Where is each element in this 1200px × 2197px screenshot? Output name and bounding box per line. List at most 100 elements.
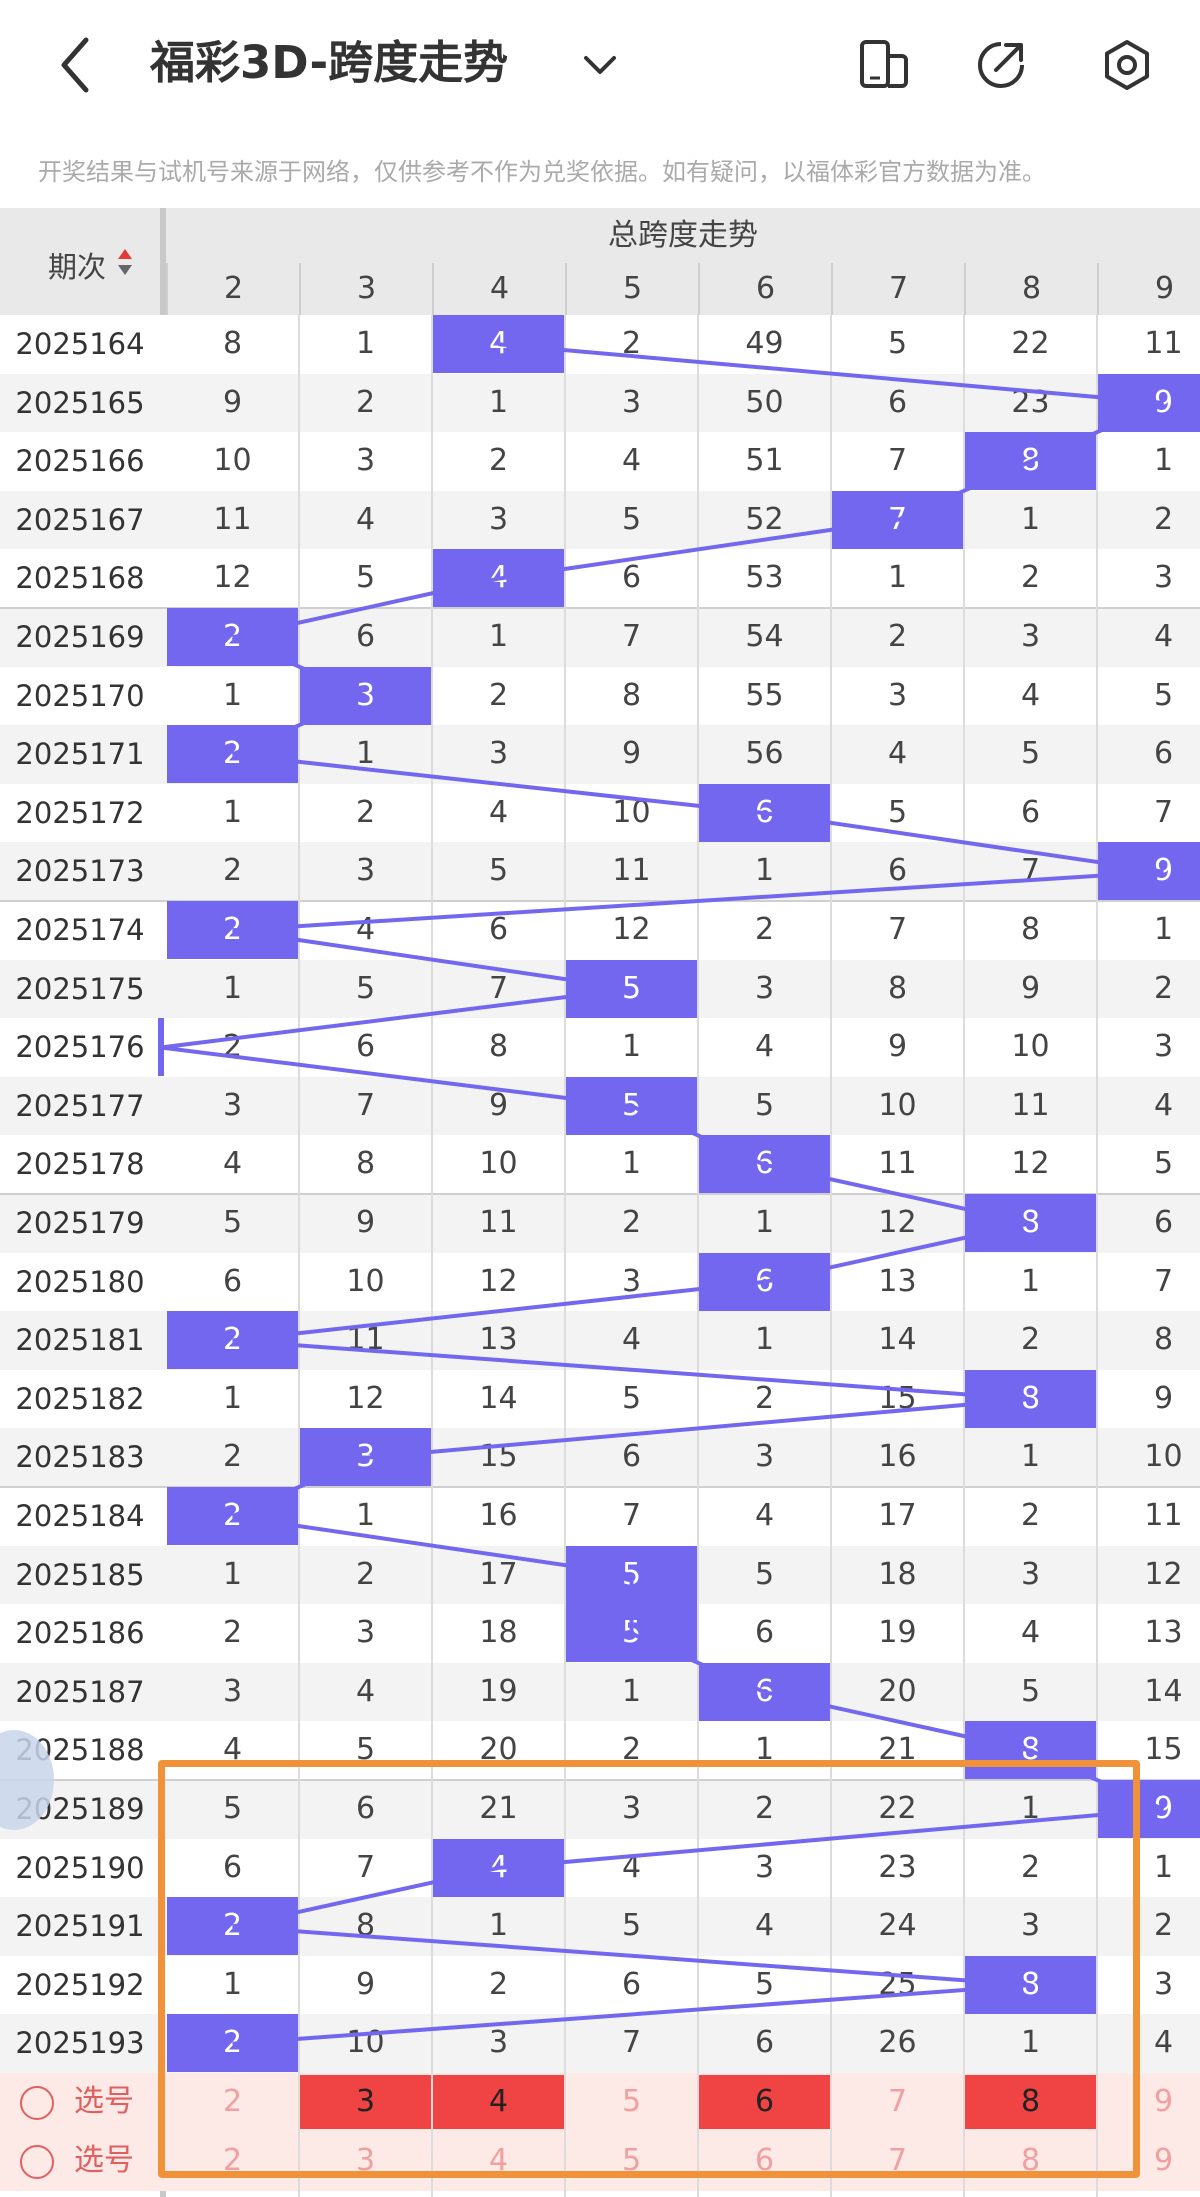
trend-cell: 3 [222, 1087, 243, 1123]
trend-cell: 1 [222, 794, 243, 830]
trend-cell: 5 [1020, 736, 1041, 772]
trend-cell: 11 [612, 853, 651, 889]
trend-cell: 9 [222, 384, 243, 420]
pick-number[interactable]: 5 [621, 2084, 642, 2119]
trend-cell: 5 [621, 1908, 642, 1944]
trend-cell: 2 [1020, 560, 1041, 596]
trend-cell: 1 [1020, 501, 1041, 537]
trend-cell: 8 [1153, 1322, 1174, 1358]
trend-cell: 15 [1144, 1732, 1183, 1768]
trend-cell: 9 [621, 736, 642, 772]
fold-screen-icon[interactable] [856, 38, 910, 92]
settings-icon[interactable] [1100, 38, 1154, 92]
trend-cell: 21 [479, 1791, 518, 1826]
pick-row-text: 选号 [74, 2142, 134, 2178]
pick-number[interactable]: 3 [355, 2142, 376, 2178]
period-cell: 2025167 [15, 502, 145, 537]
period-header[interactable]: 期次 [0, 208, 160, 315]
pick-number[interactable]: 2 [222, 2142, 243, 2178]
trend-hit-cell: 4 [433, 315, 564, 373]
column-header-9: 9 [1097, 263, 1200, 315]
trend-hit-cell: 8 [965, 1194, 1096, 1252]
trend-cell: 2 [754, 1791, 775, 1826]
pick-number[interactable]: 8 [1020, 2142, 1041, 2178]
pick-number[interactable]: 7 [887, 2142, 908, 2178]
trend-cell: 8 [488, 1029, 509, 1065]
trend-cell: 2 [488, 443, 509, 479]
trend-cell: 2 [355, 1556, 376, 1592]
trend-cell: 1 [222, 1380, 243, 1416]
trend-cell: 5 [222, 1791, 243, 1826]
pick-row-label[interactable]: 选号 [0, 2073, 160, 2131]
back-icon[interactable] [52, 32, 102, 98]
trend-cell: 23 [878, 1849, 917, 1885]
trend-cell: 2 [355, 384, 376, 420]
trend-cell: 1 [488, 1908, 509, 1944]
period-cell: 2025170 [15, 678, 145, 713]
trend-cell: 1 [754, 1732, 775, 1768]
trend-cell: 11 [878, 1146, 917, 1182]
trend-cell: 55 [745, 677, 784, 713]
chevron-down-icon[interactable] [578, 48, 622, 82]
pick-number[interactable]: 4 [488, 2142, 509, 2178]
period-cell: 2025179 [15, 1206, 145, 1240]
sort-icon[interactable] [116, 246, 134, 278]
trend-cell: 5 [887, 794, 908, 830]
trend-cell: 10 [612, 794, 651, 830]
pick-number-selected[interactable]: 4 [433, 2075, 564, 2129]
trend-cell: 2 [488, 1966, 509, 2002]
pick-number[interactable]: 9 [1153, 2084, 1174, 2119]
trend-cell: 9 [355, 1205, 376, 1240]
period-cell: 2025171 [15, 737, 145, 772]
trend-hit-cell: 4 [433, 1838, 564, 1897]
pick-number[interactable]: 2 [222, 2084, 243, 2119]
pick-number-selected[interactable]: 6 [699, 2075, 830, 2129]
pick-number[interactable]: 7 [887, 2084, 908, 2119]
pick-number-selected[interactable]: 8 [965, 2075, 1096, 2129]
trend-cell: 2 [222, 1439, 243, 1475]
trend-cell: 5 [488, 853, 509, 889]
share-icon[interactable] [974, 38, 1028, 92]
trend-cell: 1 [621, 1029, 642, 1065]
trend-cell: 11 [346, 1322, 385, 1358]
trend-cell: 2 [754, 1380, 775, 1416]
select-circle-icon[interactable] [20, 2144, 54, 2179]
pick-row-label[interactable]: 选号 [0, 2132, 160, 2190]
column-divider [298, 315, 300, 2197]
trend-cell: 8 [355, 1146, 376, 1182]
trend-cell: 10 [1144, 1439, 1183, 1475]
period-cell: 2025169 [15, 620, 145, 654]
trend-cell: 6 [621, 560, 642, 596]
trend-cell: 2 [887, 619, 908, 654]
column-header-7: 7 [831, 263, 964, 315]
trend-hit-cell: 2 [167, 1487, 298, 1545]
select-circle-icon[interactable] [20, 2086, 54, 2120]
trend-cell: 19 [479, 1673, 518, 1709]
pick-number-selected[interactable]: 3 [300, 2075, 431, 2129]
trend-cell: 3 [754, 1439, 775, 1475]
trend-cell: 7 [1153, 794, 1174, 830]
trend-cell: 3 [621, 1791, 642, 1826]
trend-cell: 4 [355, 1673, 376, 1709]
trend-cell: 10 [346, 2025, 385, 2061]
trend-hit-cell: 6 [699, 1252, 830, 1311]
period-cell: 2025185 [15, 1557, 145, 1592]
pick-number[interactable]: 6 [754, 2142, 775, 2178]
trend-cell: 21 [878, 1732, 917, 1768]
trend-cell: 11 [1144, 1498, 1183, 1533]
trend-cell: 12 [612, 912, 651, 947]
trend-hit-cell: 9 [1098, 842, 1200, 901]
pick-number[interactable]: 9 [1153, 2142, 1174, 2178]
period-cell: 2025193 [15, 2026, 145, 2061]
trend-hit-cell: 4 [433, 549, 564, 608]
trend-cell: 3 [355, 443, 376, 479]
column-header-6: 6 [698, 263, 831, 315]
trend-hit-cell: 6 [699, 783, 830, 842]
pick-number[interactable]: 5 [621, 2142, 642, 2178]
column-header-3: 3 [299, 263, 432, 315]
trend-cell: 3 [222, 1673, 243, 1709]
trend-cell: 5 [621, 501, 642, 537]
period-cell: 2025177 [15, 1088, 145, 1123]
trend-hit-cell: 3 [300, 1428, 431, 1487]
trend-cell: 13 [1144, 1615, 1183, 1651]
